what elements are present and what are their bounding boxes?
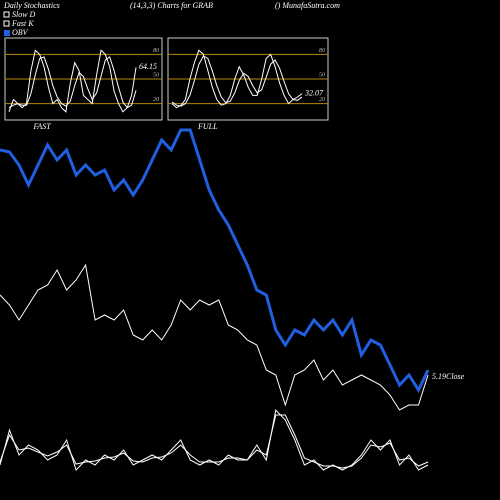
- close-value: 5.19: [432, 372, 446, 381]
- value-label: 64.15: [139, 62, 157, 71]
- line: [171, 49, 303, 109]
- close-label: 5.19Close: [432, 372, 465, 381]
- line: [8, 49, 137, 113]
- source: () MunafaSutra.com: [275, 1, 340, 10]
- y-tick-label: 50: [153, 72, 159, 78]
- legend-label: Slow D: [12, 10, 36, 19]
- legend-swatch: [3, 20, 10, 27]
- legend-swatch: [3, 11, 10, 18]
- line: [0, 263, 429, 411]
- line: [8, 56, 137, 109]
- close-text: Close: [446, 372, 465, 381]
- line: [0, 128, 430, 394]
- chart-subtitle: (14,3,3) Charts for GRAB: [130, 1, 213, 10]
- chart-title: Daily Stochastics: [3, 1, 60, 10]
- legend-label: OBV: [12, 28, 29, 37]
- line: [0, 414, 429, 469]
- y-tick-label: 20: [153, 97, 159, 103]
- y-tick-label: 20: [319, 97, 325, 103]
- line: [171, 55, 303, 107]
- panel-title: FAST: [33, 122, 52, 131]
- legend-label: Fast K: [11, 19, 34, 28]
- y-tick-label: 80: [153, 48, 159, 54]
- y-tick-label: 50: [319, 72, 325, 78]
- value-label: 32.07: [304, 89, 324, 98]
- legend-swatch: [4, 30, 10, 36]
- panel-title: FULL: [197, 122, 218, 131]
- y-tick-label: 80: [319, 48, 325, 54]
